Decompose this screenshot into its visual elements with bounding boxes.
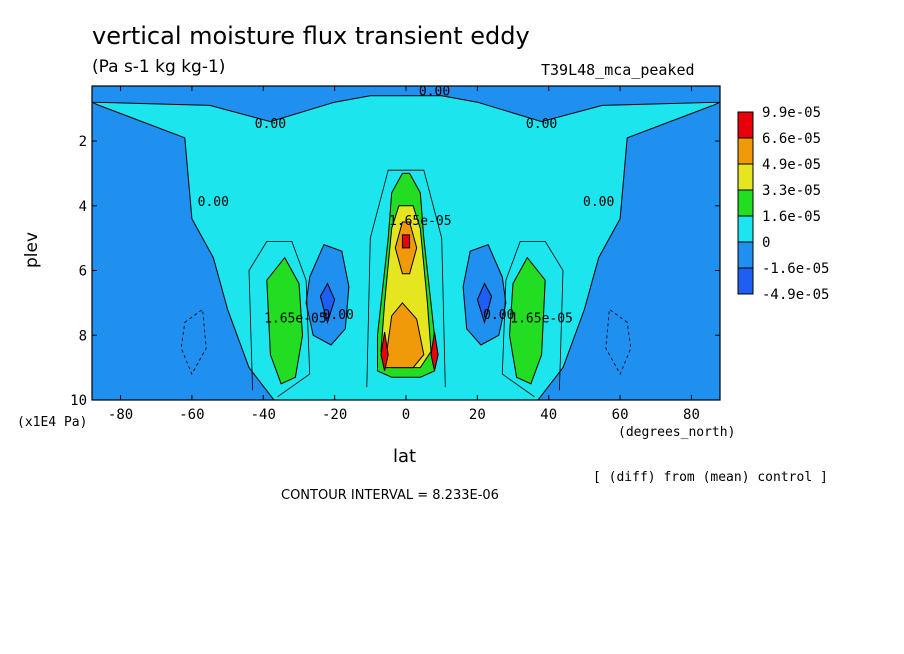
colorbar-swatch <box>737 215 754 243</box>
colorbar-label: 6.6e-05 <box>762 131 821 147</box>
y-tick-label: 6 <box>79 264 87 280</box>
experiment-name: T39L48_mca_peaked <box>541 61 695 79</box>
colorbar-label: 0 <box>762 235 770 251</box>
contour-label: 1.65e-05 <box>389 214 452 229</box>
colorbar-swatch <box>737 163 754 191</box>
fill-red-bottom-right <box>430 331 439 372</box>
x-tick-label: 80 <box>683 407 700 423</box>
contour-labels: 0.000.00 0.000.00 0.000.00 0.001.65e-05 1.65… <box>198 85 615 327</box>
contour-fills <box>91 85 721 401</box>
contour-label: 0.00 <box>526 117 557 132</box>
x-tick-label: -80 <box>108 407 133 423</box>
fill-positive-south-cell <box>266 256 304 385</box>
colorbar-swatch <box>737 111 754 139</box>
colorbar-label: 3.3e-05 <box>762 183 821 199</box>
colorbar: 9.9e-05 6.6e-05 4.9e-05 3.3e-05 1.6e-05 0 -1.6… <box>737 105 829 303</box>
chart-units: (Pa s-1 kg kg-1) <box>92 57 226 77</box>
fill-strong-negative-south <box>319 282 336 325</box>
x-tick-label: 0 <box>402 407 410 423</box>
contour-label: 0.00 <box>255 117 286 132</box>
y-tick-label: 8 <box>79 328 87 344</box>
contour-label: 0.00 <box>483 308 514 323</box>
colorbar-swatch <box>737 267 754 295</box>
contour-label: 1.65e-05 <box>264 311 327 326</box>
x-axis-label: lat <box>393 446 417 467</box>
x-tick-label: 60 <box>612 407 629 423</box>
x-tick-label: 20 <box>469 407 486 423</box>
contour-interval: CONTOUR INTERVAL = 8.233E-06 <box>281 488 499 503</box>
contour-label: 0.00 <box>419 85 450 100</box>
x-tick-label: 40 <box>540 407 557 423</box>
x-tick-label: -60 <box>179 407 204 423</box>
colorbar-swatch <box>737 241 754 269</box>
chart-title: vertical moisture flux transient eddy <box>92 22 530 50</box>
contour-label: 1.65e-05 <box>510 311 573 326</box>
y-axis-label: plev <box>22 231 42 268</box>
colorbar-label: 1.6e-05 <box>762 209 821 225</box>
diff-note: [ (diff) from (mean) control ] <box>593 470 828 485</box>
contour-label: 0.00 <box>323 308 354 323</box>
contour-dashed-north <box>605 308 632 376</box>
y-tick-label: 4 <box>79 199 87 215</box>
colorbar-label: 4.9e-05 <box>762 157 821 173</box>
contour-thin-core-outer <box>366 169 446 388</box>
x-axis-units: (degrees_north) <box>618 425 736 440</box>
contour-label: 0.00 <box>583 195 614 210</box>
x-tick-label: -20 <box>322 407 347 423</box>
y-tick-label: 10 <box>70 393 87 409</box>
fill-red-bottom-left <box>380 331 389 372</box>
fill-strong-negative-north <box>476 282 493 325</box>
contour-thin-north-outer <box>501 240 564 398</box>
plot-axes: -80 -60 -40 -20 0 20 40 60 80 2 4 6 8 10 <box>70 85 721 423</box>
colorbar-swatch <box>737 189 754 217</box>
fill-orange-bottom <box>384 302 425 369</box>
x-tick-label: -40 <box>251 407 276 423</box>
colorbar-label: -4.9e-05 <box>762 287 829 303</box>
colorbar-swatch <box>737 137 754 165</box>
y-axis-units: (x1E4 Pa) <box>17 415 88 430</box>
fill-red-top <box>401 234 411 249</box>
colorbar-label: -1.6e-05 <box>762 261 829 277</box>
contour-label: 0.00 <box>198 195 229 210</box>
contour-thin-south-outer <box>248 240 311 398</box>
contour-dashed-south <box>180 308 207 376</box>
colorbar-label: 9.9e-05 <box>762 105 821 121</box>
fill-positive-north-cell <box>508 256 546 385</box>
contour-lines <box>180 169 632 398</box>
y-tick-label: 2 <box>79 134 87 150</box>
